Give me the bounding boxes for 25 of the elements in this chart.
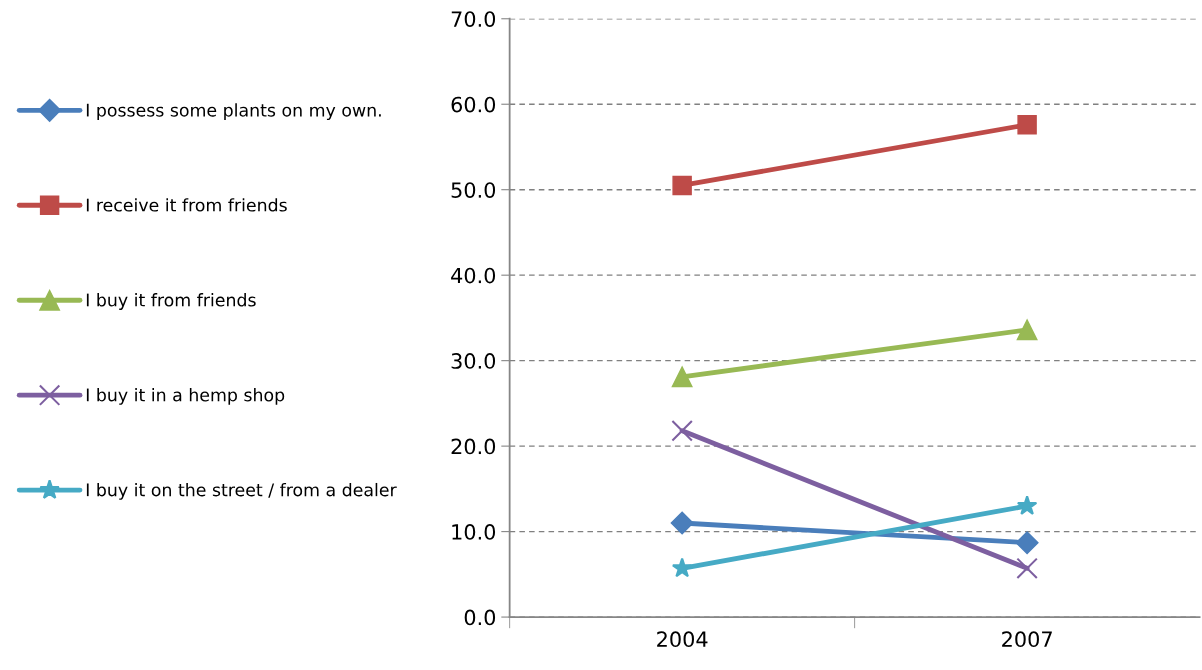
y-tick-label: 0.0 — [464, 609, 496, 626]
point — [1017, 115, 1037, 135]
y-tick-label: 60.0 — [451, 96, 496, 113]
y-tick-label: 10.0 — [452, 524, 496, 540]
y-tick-label: 30.0 — [451, 353, 496, 369]
legend-label: I buy it in a hemp shop — [86, 388, 285, 405]
x-tick-label: 2007 — [1002, 631, 1052, 648]
legend-label: I buy it from friends — [86, 293, 256, 310]
point — [1016, 319, 1038, 341]
point — [672, 175, 692, 196]
x-tick-label: 2004 — [657, 631, 708, 648]
legend-label: I receive it from friends — [86, 198, 287, 212]
point — [671, 366, 693, 388]
point — [671, 419, 693, 442]
y-tick-label: 70.0 — [451, 11, 496, 27]
legend-label: I buy it on the street / from a dealer — [86, 482, 397, 500]
point — [1016, 557, 1038, 580]
point — [670, 511, 694, 535]
y-tick-label: 40.0 — [451, 267, 496, 284]
point — [1016, 495, 1038, 515]
y-tick-label: 50.0 — [451, 182, 496, 198]
y-tick-label: 20.0 — [451, 438, 496, 455]
point — [671, 557, 693, 578]
legend-label: I possess some plants on my own. — [86, 103, 381, 121]
point — [1015, 531, 1039, 555]
